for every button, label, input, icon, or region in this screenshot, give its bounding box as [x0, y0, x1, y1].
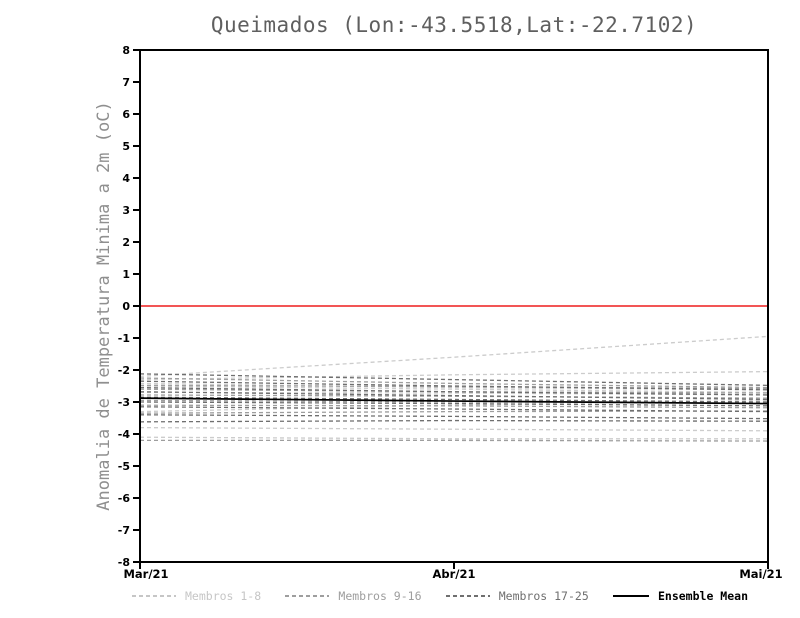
y-tick-label: -7 — [118, 524, 130, 537]
member-line — [139, 414, 769, 420]
y-tick-label: -4 — [118, 428, 131, 441]
y-tick-label: 5 — [122, 140, 130, 153]
x-tick-label: Mar/21 — [123, 567, 168, 581]
member-line — [139, 426, 769, 432]
legend-label: Membros 17-25 — [498, 589, 589, 603]
legend-item: Membros 9-16 — [285, 589, 422, 603]
legend-label: Membros 9-16 — [338, 589, 422, 603]
y-tick-label: -6 — [118, 492, 131, 505]
legend-dashed-line-sample — [445, 595, 490, 597]
y-tick-label: -1 — [118, 332, 130, 345]
y-tick-label: 2 — [122, 236, 130, 249]
chart-title: Queimados (Lon:-43.5518,Lat:-22.7102) — [210, 13, 698, 37]
y-axis-label: Anomalia de Temperatura Minima a 2m (oC) — [94, 101, 114, 511]
y-tick-label: 6 — [122, 108, 130, 121]
y-tick-label: 3 — [122, 204, 130, 217]
member-line — [139, 419, 769, 423]
member-line — [140, 439, 769, 442]
y-tick-label: -5 — [118, 460, 130, 473]
y-tick-label: 8 — [122, 44, 130, 57]
x-tick-label: Mai/21 — [739, 567, 782, 581]
y-tick-label: 4 — [122, 172, 130, 185]
y-tick-label: -8 — [118, 556, 130, 569]
legend-label: Membros 1-8 — [185, 589, 262, 603]
y-tick-label: 1 — [122, 268, 130, 281]
ensemble-mean-line — [139, 397, 769, 405]
y-tick-label: 7 — [122, 76, 130, 89]
legend: Membros 1-8 Membros 9-16 Membros 17-25 Ense… — [132, 589, 748, 603]
member-line — [139, 436, 768, 440]
legend-dashed-line-sample — [132, 595, 176, 597]
y-tick-label: -2 — [118, 364, 130, 377]
legend-solid-line-sample — [612, 595, 649, 597]
member-line — [139, 335, 769, 378]
legend-item: Membros 17-25 — [445, 589, 589, 603]
legend-item: Ensemble Mean — [612, 589, 748, 603]
x-tick-label: Abr/21 — [432, 567, 475, 581]
legend-dashed-line-sample — [285, 595, 330, 597]
legend-label: Ensemble Mean — [657, 589, 748, 603]
y-tick-label: -3 — [118, 396, 130, 409]
y-tick-label: 0 — [122, 300, 130, 313]
legend-item: Membros 1-8 — [132, 589, 261, 603]
